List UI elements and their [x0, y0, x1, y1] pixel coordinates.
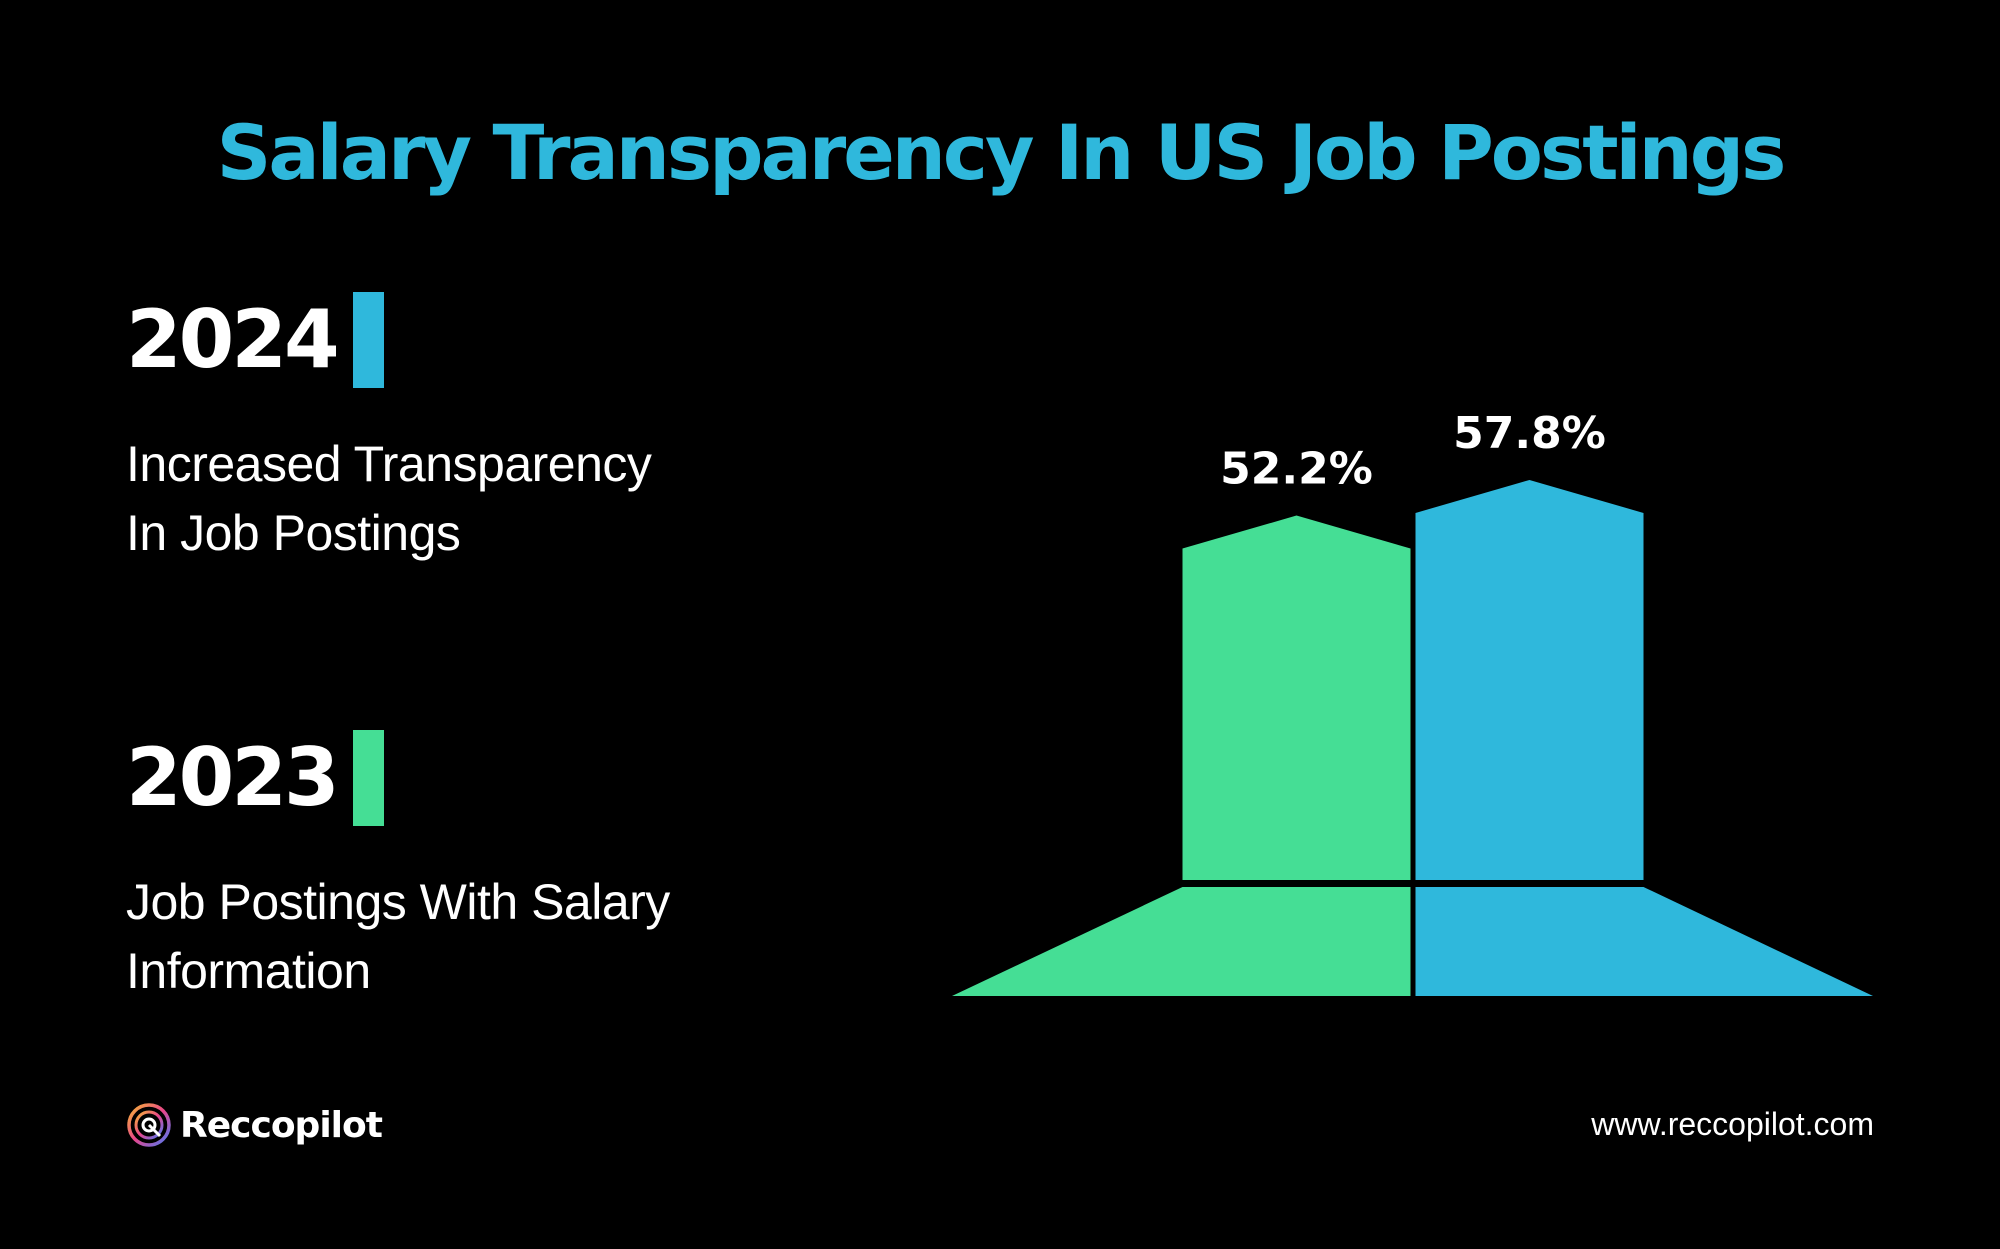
legend-description-2023: Job Postings With Salary Information: [126, 868, 766, 1006]
legend-description-2024-line2: In Job Postings: [126, 505, 461, 561]
legend-description-2024-line1: Increased Transparency: [126, 436, 652, 492]
legend-year-2023: 2023: [126, 731, 340, 824]
footer-url: www.reccopilot.com: [1591, 1106, 1874, 1142]
data-label-2023: 52.2%: [1220, 444, 1373, 495]
legend-description-2024: Increased Transparency In Job Postings: [126, 430, 766, 568]
reccopilot-logo-icon: [127, 1103, 171, 1147]
data-label-2024: 57.8%: [1453, 408, 1606, 459]
page-title: Salary Transparency In US Job Postings: [216, 108, 1787, 197]
legend-swatch-2024: [352, 292, 384, 388]
legend-description-2023-line2: Information: [126, 943, 371, 999]
legend-description-2023-line1: Job Postings With Salary: [126, 874, 670, 930]
legend-year-2024: 2024: [126, 293, 340, 386]
footer-brand: Reccopilot: [126, 1101, 383, 1149]
brand-name: Reccopilot: [180, 1104, 383, 1146]
bar-2024: [1415, 479, 1644, 880]
bar-2023: [1182, 515, 1411, 880]
legend-swatch-2023: [352, 730, 384, 826]
base-segment-2024: [1415, 887, 1873, 996]
base-segment-2023: [952, 887, 1411, 996]
legend-2023: 2023 Job Postings With Salary Informatio…: [126, 730, 766, 1006]
legend-2024: 2024 Increased Transparency In Job Posti…: [126, 292, 766, 568]
